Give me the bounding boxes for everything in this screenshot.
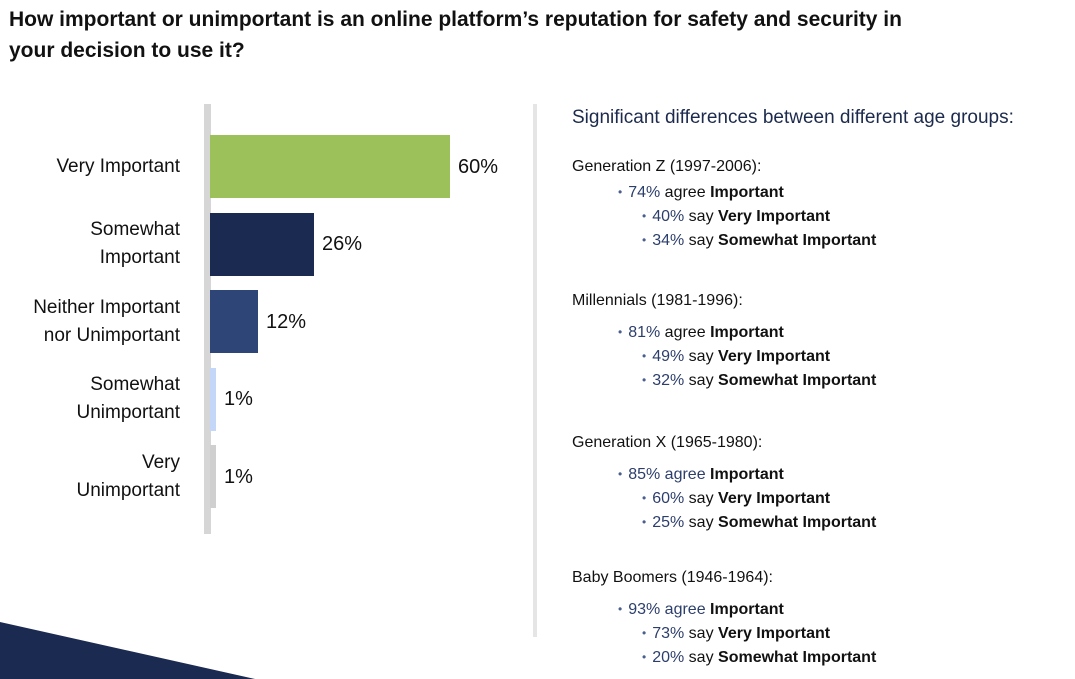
sub-bullet: • 20% say Somewhat Important (642, 647, 876, 669)
corner-triangle (0, 622, 255, 679)
say-word: say (684, 208, 719, 225)
bullet-dot: • (642, 515, 647, 529)
agree-percent: 85% agree (628, 466, 706, 483)
sub-bullet: • 49% say Very Important (642, 346, 830, 368)
agree-word: agree (660, 184, 706, 201)
agree-bullet: • 81% agree Important (618, 322, 784, 344)
sub-percent: 40% (652, 208, 685, 225)
bar (210, 290, 258, 353)
sub-percent: 49% (652, 348, 685, 365)
sub-bullet: • 25% say Somewhat Important (642, 512, 876, 534)
sub-label: Very Important (718, 348, 831, 365)
sub-bullet: • 32% say Somewhat Important (642, 370, 876, 392)
say-word: say (684, 348, 719, 365)
category-label: Somewhat Important (0, 216, 180, 272)
sub-percent: 34% (652, 232, 685, 249)
age-group: Baby Boomers (1946-1964): • 93% agree Impo… (572, 567, 1072, 666)
sub-label: Very Important (718, 490, 831, 507)
bar (210, 212, 314, 276)
age-group-name: Generation Z (1997-2006): (572, 158, 762, 175)
age-group-panel: Significant differences between differen… (572, 104, 1072, 666)
panel-title: Significant differences between differen… (572, 107, 1014, 128)
category-label-line: Neither Important (33, 296, 180, 318)
say-word: say (684, 514, 719, 531)
bullet-dot: • (618, 185, 623, 199)
age-group-name: Millennials (1981-1996): (572, 292, 743, 309)
sub-label: Somewhat Important (718, 649, 877, 666)
agree-bullet: • 85% agree Important (618, 464, 784, 486)
say-word: say (684, 372, 719, 389)
agree-label: Important (710, 601, 784, 618)
bullet-dot: • (618, 467, 623, 481)
bar (210, 367, 216, 431)
sub-bullet: • 40% say Very Important (642, 206, 830, 228)
sub-bullet: • 60% say Very Important (642, 488, 830, 510)
agree-label: Important (710, 184, 784, 201)
sub-label: Somewhat Important (718, 232, 877, 249)
bar-value-label: 1% (224, 388, 253, 410)
say-word: say (684, 625, 719, 642)
sub-label: Very Important (718, 208, 831, 225)
category-label-line: Unimportant (76, 402, 181, 423)
bar (210, 445, 216, 508)
agree-percent: 81% (628, 324, 661, 341)
bullet-dot: • (642, 491, 647, 505)
category-label-line: Unimportant (76, 479, 181, 501)
bar-chart: 60% Very Important 26% Somewhat Important 12%… (0, 100, 520, 540)
agree-label: Important (710, 324, 784, 341)
sub-percent: 73% (652, 625, 685, 642)
say-word: say (684, 490, 719, 507)
say-word: say (684, 232, 719, 249)
age-group: Generation X (1965-1980): • 85% agree Impo… (572, 432, 1072, 531)
agree-bullet: • 74% agree Important (618, 182, 784, 204)
agree-bullet: • 93% agree Important (618, 599, 784, 621)
bullet-dot: • (618, 602, 623, 616)
age-group: Millennials (1981-1996): • 81% agree Impor… (572, 290, 1072, 389)
sub-label: Very Important (718, 625, 831, 642)
age-group-name: Baby Boomers (1946-1964): (572, 569, 773, 586)
sub-percent: 60% (652, 490, 685, 507)
category-label: Neither Important nor Unimportant (0, 294, 180, 350)
agree-percent: 93% agree (628, 601, 706, 618)
bullet-dot: • (642, 626, 647, 640)
corner-decoration (0, 622, 255, 679)
agree-percent: 74% (628, 184, 661, 201)
agree-word: agree (660, 324, 706, 341)
sub-bullet: • 34% say Somewhat Important (642, 230, 876, 252)
chart-title: How important or unimportant is an onlin… (9, 8, 902, 62)
sub-label: Somewhat Important (718, 514, 877, 531)
agree-label: Important (710, 466, 784, 483)
bullet-dot: • (642, 373, 647, 387)
bullet-dot: • (642, 349, 647, 363)
bullet-dot: • (642, 650, 647, 664)
category-label-line: Important (99, 247, 180, 268)
category-label-line: Very Important (56, 155, 180, 177)
age-group-name: Generation X (1965-1980): (572, 434, 763, 451)
bar (210, 135, 450, 198)
category-axis-line (204, 104, 211, 534)
sub-percent: 20% (652, 649, 685, 666)
sub-label: Somewhat Important (718, 372, 877, 389)
bar-value-label: 26% (322, 233, 363, 255)
category-label-line: Somewhat (90, 219, 180, 240)
sub-bullet: • 73% say Very Important (642, 623, 830, 645)
bullet-dot: • (642, 233, 647, 247)
panel-divider (533, 104, 537, 637)
bar-value-label: 60% (458, 155, 499, 178)
bullet-dot: • (618, 325, 623, 339)
bullet-dot: • (642, 209, 647, 223)
sub-percent: 25% (652, 514, 685, 531)
category-label-line: nor Unimportant (43, 324, 180, 346)
bar-value-label: 12% (266, 310, 307, 333)
category-label: Very Unimportant (0, 449, 181, 505)
age-group: Generation Z (1997-2006): • 74% agree Impo… (572, 156, 1072, 249)
sub-percent: 32% (652, 372, 685, 389)
category-label-line: Somewhat (90, 374, 180, 395)
category-label-line: Very (141, 451, 180, 473)
say-word: say (684, 649, 719, 666)
category-label: Somewhat Unimportant (0, 371, 181, 427)
bar-value-label: 1% (224, 465, 253, 488)
category-label: Very Important (0, 153, 180, 181)
